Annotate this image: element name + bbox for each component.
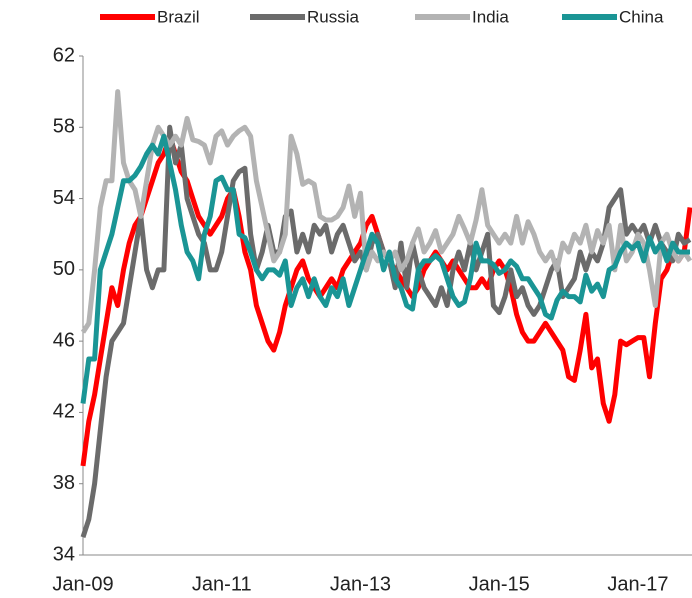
y-tick-label: 38 [53,472,75,494]
y-tick-label: 50 [53,258,75,280]
legend-label: China [619,7,664,26]
x-tick-label: Jan-13 [330,573,391,595]
y-tick-label: 46 [53,329,75,351]
y-tick-label: 42 [53,401,75,423]
series-line [80,133,690,404]
x-tick-label: Jan-15 [469,573,530,595]
legend-label: India [472,7,509,26]
x-tick-label: Jan-09 [52,573,113,595]
x-tick-label: Jan-11 [192,573,252,595]
y-tick-label: 62 [53,44,75,66]
y-tick-label: 58 [53,116,75,138]
legend-label: Russia [307,7,360,26]
y-tick-label: 34 [53,543,75,565]
y-tick-label: 54 [53,187,75,209]
x-tick-label: Jan-17 [607,573,668,595]
series-line [80,89,692,334]
legend-label: Brazil [157,7,200,26]
